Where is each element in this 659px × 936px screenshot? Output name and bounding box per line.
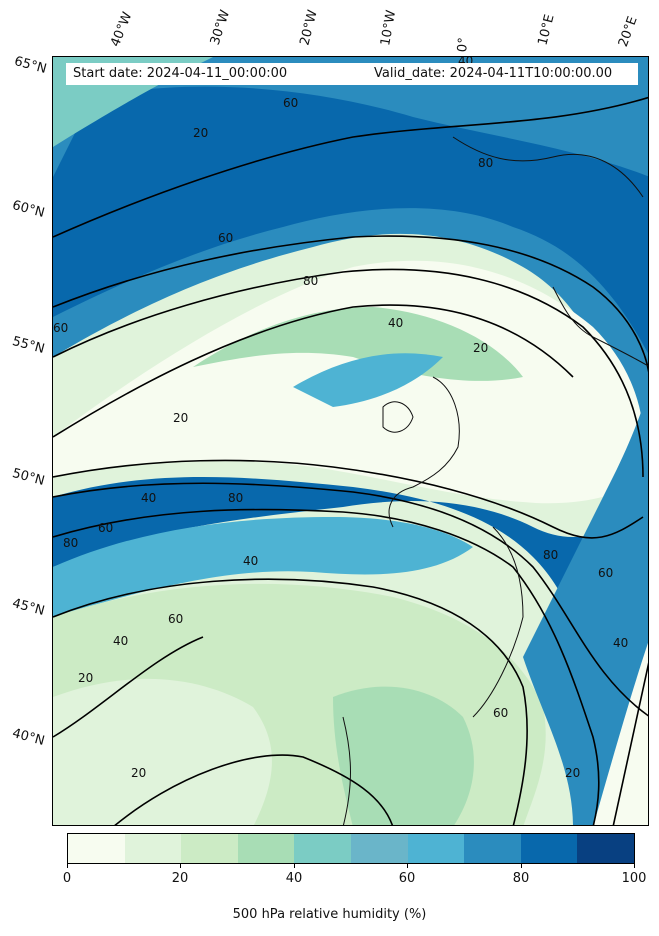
colorbar-segment [237, 834, 295, 863]
lon-label-0: 0° [455, 36, 472, 53]
lat-label-40n: 40°N [10, 726, 47, 749]
colorbar [67, 833, 635, 864]
contour-label-20f: 20 [565, 766, 580, 780]
colorbar-label-40: 40 [285, 871, 303, 886]
contour-label-20a: 20 [193, 126, 208, 140]
contour-label-80c: 80 [228, 491, 243, 505]
colorbar-tick [634, 864, 635, 868]
contour-label-40a: 40 [458, 57, 473, 68]
lat-label-50n: 50°N [10, 466, 47, 489]
lon-label-10e: 10°E [535, 13, 558, 47]
contour-label-60a: 60 [283, 96, 298, 110]
valid-date-label: Valid_date: 2024-04-11T10:00:00.00 [374, 66, 613, 81]
contour-label-80d: 80 [63, 536, 78, 550]
colorbar-tick [67, 864, 68, 868]
contour-label-40b: 40 [388, 316, 403, 330]
contour-label-60b: 60 [218, 231, 233, 245]
colorbar-label-80: 80 [512, 871, 530, 886]
humid-region-east [523, 392, 648, 825]
colorbar-segment [464, 834, 521, 863]
colorbar-tick [294, 864, 295, 868]
contour-label-60c: 60 [53, 321, 68, 335]
humidity-map: 20 60 40 80 60 80 60 20 40 20 80 40 60 8… [53, 57, 648, 825]
colorbar-segment [577, 834, 634, 863]
contour-lines [53, 96, 648, 825]
contour-label-40d: 40 [243, 554, 258, 568]
contour-label-60e: 60 [168, 612, 183, 626]
colorbar-segment [350, 834, 408, 863]
contour-label-80b: 80 [303, 274, 318, 288]
colorbar-label-60: 60 [398, 871, 416, 886]
start-date-label: Start date: 2024-04-11_00:00:00 [73, 66, 288, 81]
contour-label-20b: 20 [173, 411, 188, 425]
contour-label-60f: 60 [598, 566, 613, 580]
lat-label-45n: 45°N [10, 596, 47, 619]
contour-label-20e: 20 [131, 766, 146, 780]
colorbar-label-20: 20 [171, 871, 189, 886]
colorbar-tick [407, 864, 408, 868]
colorbar-tick [180, 864, 181, 868]
map-frame: 20 60 40 80 60 80 60 20 40 20 80 40 60 8… [52, 56, 649, 826]
lon-label-40w: 40°W [108, 10, 136, 49]
contour-label-80e: 80 [543, 548, 558, 562]
contour-label-40c: 40 [141, 491, 156, 505]
colorbar-segment [181, 834, 238, 863]
lon-label-20e: 20°E [615, 14, 641, 50]
humid-region-north-core [53, 86, 648, 354]
lon-label-20w: 20°W [297, 8, 321, 47]
contour-label-40e: 40 [113, 634, 128, 648]
coastlines [342, 136, 648, 825]
colorbar-tick [521, 864, 522, 868]
colorbar-segment [407, 834, 465, 863]
lat-label-55n: 55°N [10, 334, 47, 357]
contour-label-40f: 40 [613, 636, 628, 650]
colorbar-segment [124, 834, 182, 863]
colorbar-segment [520, 834, 578, 863]
contour-label-20c: 20 [473, 341, 488, 355]
colorbar-label-0: 0 [62, 871, 72, 886]
contour-label-80a: 80 [478, 156, 493, 170]
humid-region-band [53, 477, 648, 755]
colorbar-title: 500 hPa relative humidity (%) [232, 907, 427, 922]
colorbar-segment [294, 834, 351, 863]
lon-label-30w: 30°W [207, 8, 234, 47]
lon-label-10w: 10°W [378, 9, 400, 48]
lat-label-60n: 60°N [10, 198, 47, 221]
contour-label-60d: 60 [98, 521, 113, 535]
header-bar [66, 63, 638, 85]
contour-label-60g: 60 [493, 706, 508, 720]
colorbar-segment [68, 834, 125, 863]
colorbar-label-100: 100 [621, 871, 647, 886]
lat-label-65n: 65°N [12, 54, 49, 77]
contour-label-20d: 20 [78, 671, 93, 685]
